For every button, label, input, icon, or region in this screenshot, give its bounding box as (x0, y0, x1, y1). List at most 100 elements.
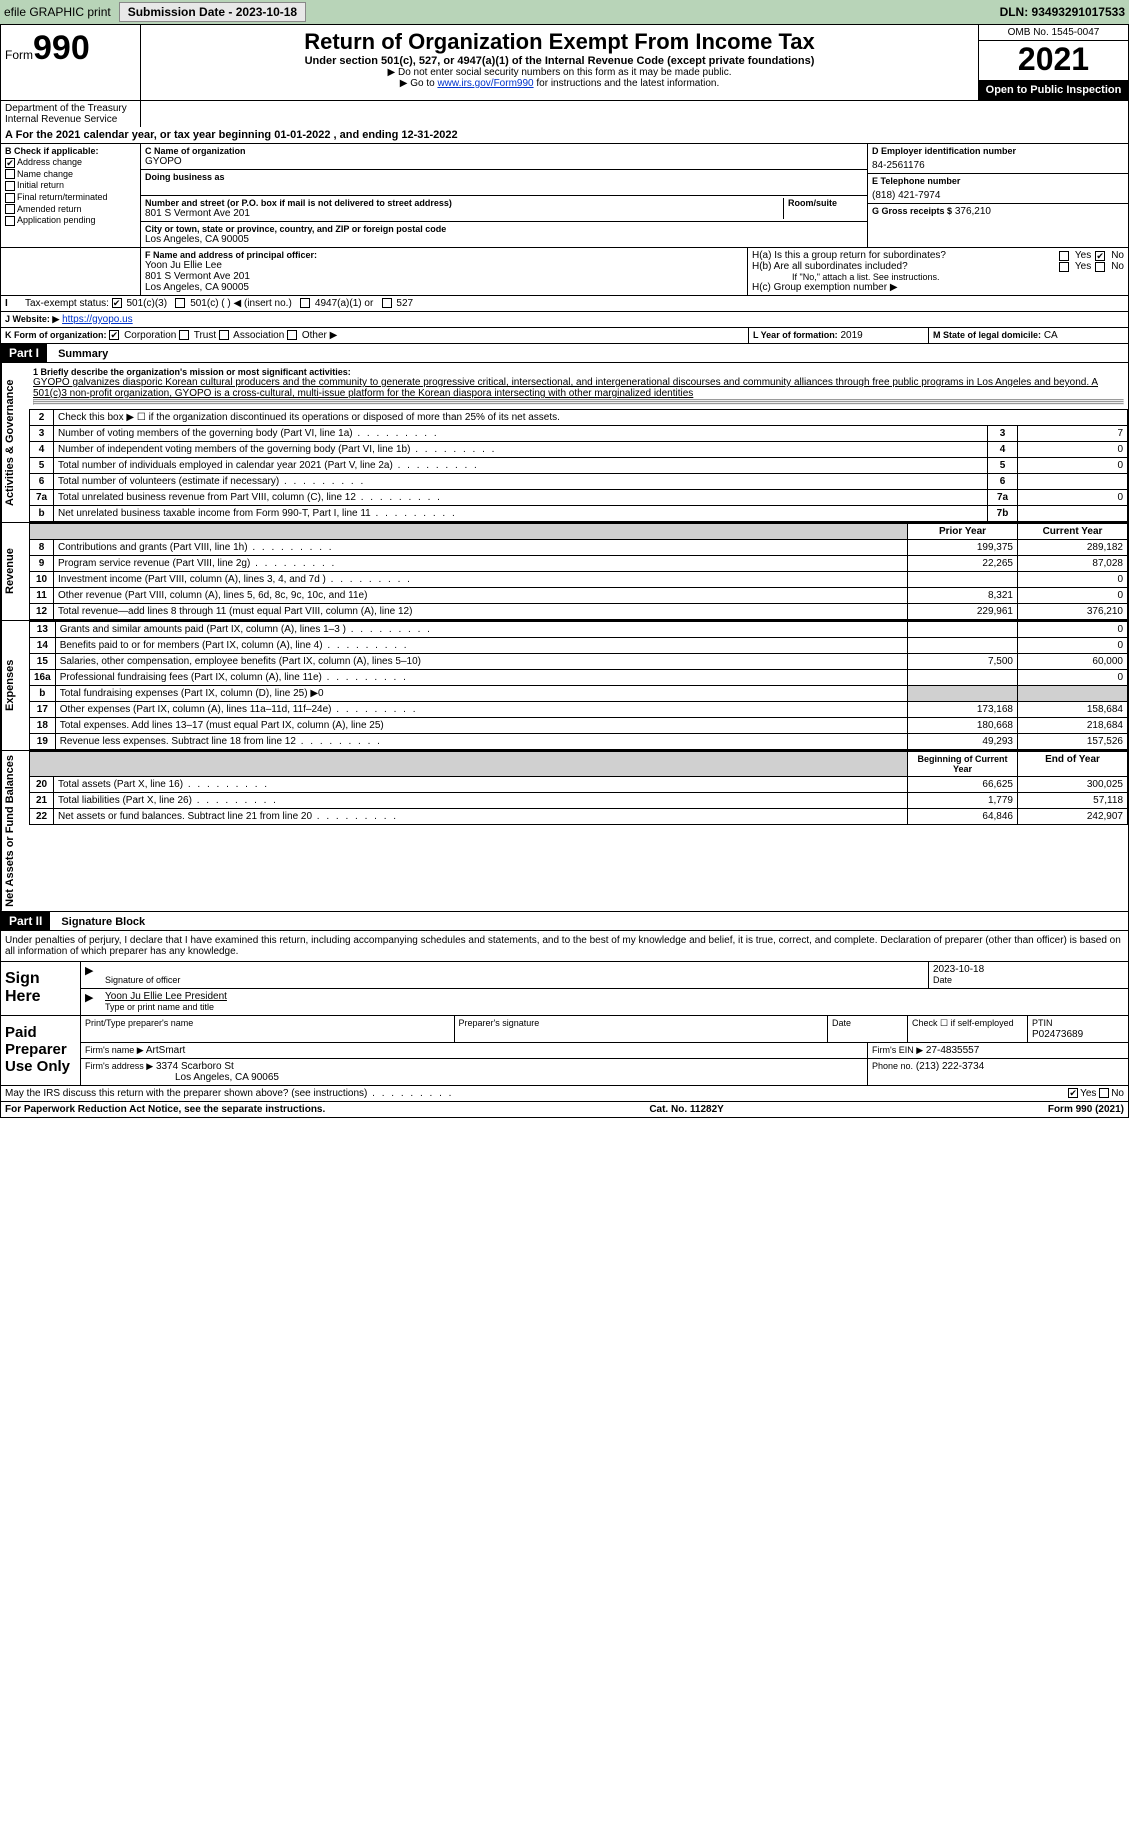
expenses-section: Expenses 13Grants and similar amounts pa… (0, 621, 1129, 751)
chk-assoc[interactable] (219, 330, 229, 340)
line19-prior: 49,293 (908, 734, 1018, 750)
line-9: 9Program service revenue (Part VIII, lin… (30, 556, 1128, 572)
line8-curr: 289,182 (1018, 540, 1128, 556)
city-label: City or town, state or province, country… (145, 224, 863, 234)
line-19: 19Revenue less expenses. Subtract line 1… (30, 734, 1128, 750)
arrow-icon (85, 993, 95, 1004)
mission-text: GYOPO galvanizes diasporic Korean cultur… (33, 377, 1124, 399)
line3-text: Number of voting members of the governin… (54, 426, 988, 442)
end-year-hdr: End of Year (1018, 752, 1128, 777)
self-employed-check[interactable]: Check ☐ if self-employed (912, 1018, 1014, 1028)
may-irs-discuss: May the IRS discuss this return with the… (5, 1088, 1068, 1099)
line13-text: Grants and similar amounts paid (Part IX… (55, 622, 907, 638)
chk-initial-return[interactable]: Initial return (5, 180, 136, 191)
hb-yes-lbl: Yes (1075, 261, 1091, 272)
goto-note: ▶ Go to www.irs.gov/Form990 for instruct… (145, 78, 974, 89)
preparer-name-label: Print/Type preparer's name (85, 1018, 193, 1028)
line9-text: Program service revenue (Part VIII, line… (54, 556, 908, 572)
website-row: J Website: ▶ https://gyopo.us (0, 312, 1129, 328)
line-22: 22Net assets or fund balances. Subtract … (30, 809, 1128, 825)
ha-yes-lbl: Yes (1075, 250, 1091, 261)
submission-date-button[interactable]: Submission Date - 2023-10-18 (119, 2, 306, 22)
form-subtitle: Under section 501(c), 527, or 4947(a)(1)… (145, 55, 974, 67)
dba-label: Doing business as (145, 172, 863, 182)
line7a-text: Total unrelated business revenue from Pa… (54, 490, 988, 506)
rev-header: Prior YearCurrent Year (30, 524, 1128, 540)
goto-pre: ▶ Go to (400, 78, 438, 89)
chk-final-return[interactable]: Final return/terminated (5, 192, 136, 203)
h-b-row: H(b) Are all subordinates included? Yes … (752, 261, 1124, 272)
4947-label: 4947(a)(1) or (315, 298, 373, 309)
chk-corp[interactable] (109, 330, 119, 340)
chk-amended[interactable]: Amended return (5, 204, 136, 215)
line7b-val (1018, 506, 1128, 522)
gross-receipts-value: 376,210 (955, 206, 991, 217)
line-13: 13Grants and similar amounts paid (Part … (30, 622, 1128, 638)
website-link[interactable]: https://gyopo.us (62, 314, 133, 325)
line10-text: Investment income (Part VIII, column (A)… (54, 572, 908, 588)
ha-no[interactable] (1095, 251, 1105, 261)
line-2: 2Check this box ▶ ☐ if the organization … (30, 410, 1128, 426)
line11-curr: 0 (1018, 588, 1128, 604)
part1-label: Part I (1, 344, 47, 362)
ha-yes[interactable] (1059, 251, 1069, 261)
line7b-text: Net unrelated business taxable income fr… (54, 506, 988, 522)
assoc-label: Association (233, 330, 284, 341)
hb-no-lbl: No (1111, 261, 1124, 272)
ptin-label: PTIN (1032, 1018, 1053, 1028)
header-right: OMB No. 1545-0047 2021 Open to Public In… (978, 25, 1128, 100)
line12-text: Total revenue—add lines 8 through 11 (mu… (54, 604, 908, 620)
irs-link[interactable]: www.irs.gov/Form990 (437, 78, 533, 89)
line2-text: Check this box ▶ ☐ if the organization d… (54, 410, 1128, 426)
chk-501c[interactable] (175, 298, 185, 308)
chk-501c3[interactable] (112, 298, 122, 308)
box-d-e-g: D Employer identification number 84-2561… (868, 144, 1128, 247)
tax-year-line-a: A For the 2021 calendar year, or tax yea… (0, 127, 1129, 144)
hc-label: H(c) Group exemption number ▶ (752, 282, 1124, 293)
net-header: Beginning of Current YearEnd of Year (30, 752, 1128, 777)
tax-year: 2021 (979, 41, 1128, 78)
line14-curr: 0 (1018, 638, 1128, 654)
line18-text: Total expenses. Add lines 13–17 (must eq… (55, 718, 907, 734)
year-formation: 2019 (840, 330, 862, 341)
line19-curr: 157,526 (1018, 734, 1128, 750)
officer-name: Yoon Ju Ellie Lee (145, 260, 743, 271)
chk-527[interactable] (382, 298, 392, 308)
firm-city: Los Angeles, CA 90065 (85, 1072, 279, 1083)
line7a-val: 0 (1018, 490, 1128, 506)
line20-end: 300,025 (1018, 777, 1128, 793)
year-formation-label: L Year of formation: (753, 330, 838, 340)
chk-other[interactable] (287, 330, 297, 340)
hb-no[interactable] (1095, 262, 1105, 272)
officer-addr2: Los Angeles, CA 90005 (145, 282, 743, 293)
line13-curr: 0 (1018, 622, 1128, 638)
line20-text: Total assets (Part X, line 16) (54, 777, 908, 793)
firm-name-label: Firm's name ▶ (85, 1045, 144, 1055)
chk-name-change[interactable]: Name change (5, 169, 136, 180)
line15-curr: 60,000 (1018, 654, 1128, 670)
may-irs-yes[interactable] (1068, 1088, 1078, 1098)
line17-curr: 158,684 (1018, 702, 1128, 718)
form-number: 990 (33, 29, 90, 67)
goto-post: for instructions and the latest informat… (534, 78, 720, 89)
line-18: 18Total expenses. Add lines 13–17 (must … (30, 718, 1128, 734)
efile-topbar: efile GRAPHIC print Submission Date - 20… (0, 0, 1129, 24)
line12-prior: 229,961 (908, 604, 1018, 620)
line8-text: Contributions and grants (Part VIII, lin… (54, 540, 908, 556)
domicile-state: CA (1044, 330, 1058, 341)
chk-4947[interactable] (300, 298, 310, 308)
ein-label: D Employer identification number (872, 146, 1124, 156)
line6-val (1018, 474, 1128, 490)
form-org-label: K Form of organization: (5, 330, 107, 340)
line21-beg: 1,779 (908, 793, 1018, 809)
firm-addr: 3374 Scarboro St (156, 1061, 234, 1072)
firm-name: ArtSmart (146, 1045, 185, 1056)
may-irs-no[interactable] (1099, 1088, 1109, 1098)
chk-app-pending[interactable]: Application pending (5, 215, 136, 226)
chk-trust[interactable] (179, 330, 189, 340)
hb-yes[interactable] (1059, 262, 1069, 272)
form-name-footer: Form 990 (2021) (1048, 1104, 1124, 1115)
chk-address-change[interactable]: Address change (5, 157, 136, 168)
line-17: 17Other expenses (Part IX, column (A), l… (30, 702, 1128, 718)
line16a-prior (908, 670, 1018, 686)
